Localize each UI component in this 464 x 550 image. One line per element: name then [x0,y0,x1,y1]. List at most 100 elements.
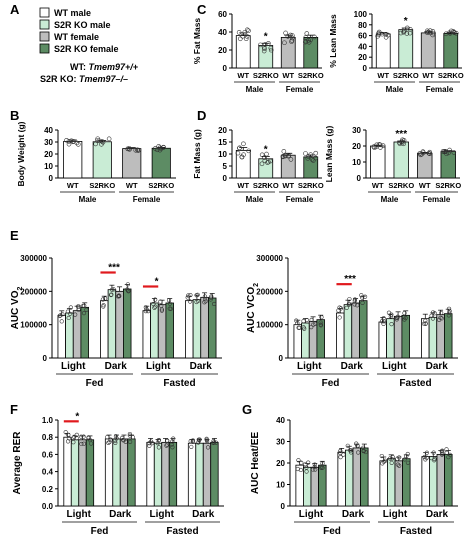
chart-panel-d2: 0 10 20 30 Lean Mass (g) WT *** S2RKO WT S2RKO Mal… [324,125,461,204]
bar [127,438,136,507]
panel-letter-b: B [10,108,19,123]
data-point [283,30,288,36]
data-point [108,437,113,442]
bar [235,149,251,179]
genotype-ko: S2R KO: Tmem97–/– [40,74,128,84]
y-tick-label: 30 [44,138,53,147]
data-point [439,310,444,316]
data-point [388,314,393,319]
data-point [113,440,118,445]
x-tick-label: WT [377,71,389,80]
data-point [101,303,106,308]
bar [142,310,151,359]
data-point [268,47,274,53]
data-point [318,323,324,328]
data-point [76,307,81,312]
data-point [439,316,444,321]
data-point [282,40,287,46]
data-point [398,30,404,36]
data-point [404,31,410,36]
data-point [169,442,174,447]
x-tick-label: S2RKO [435,181,461,190]
data-point [196,437,201,442]
data-point [337,315,342,320]
data-point [262,42,268,47]
bar [393,141,409,179]
y-tick-label: 30 [276,438,285,447]
data-point [429,313,434,318]
x-tick-label: Light [299,509,324,520]
data-point [167,301,173,306]
data-point [373,144,379,150]
y-tick-label: 40 [218,28,227,37]
data-point [309,317,314,323]
data-point [164,443,169,448]
data-point [379,31,385,37]
data-point [69,138,74,144]
data-point [311,322,316,327]
bar [153,442,163,507]
data-point [405,451,410,457]
group-label: Fed [323,526,341,537]
data-point [188,292,193,298]
group-label: Fasted [166,526,198,537]
data-point [268,45,274,51]
data-point [190,438,196,443]
bar [72,310,82,359]
data-point [211,301,217,307]
data-point [152,146,158,151]
data-point [360,300,365,305]
data-point [190,439,195,444]
data-point [240,33,245,39]
bar [187,442,197,507]
data-point [66,139,72,144]
bar [316,319,325,359]
data-point [312,462,317,467]
y-tick-label: 300000 [256,254,283,263]
bar [402,458,411,507]
y-tick-label: 100 [354,10,368,19]
y-axis-label: Average RER [12,431,23,495]
data-point [289,38,295,43]
group-label: Female [426,85,454,94]
bar [63,140,83,179]
data-point [338,306,344,311]
data-point [153,297,158,302]
legend-swatch-wt-female [39,31,50,42]
data-point [67,311,73,316]
bar [443,33,459,69]
data-point [147,443,152,448]
group-label: Female [423,195,451,204]
data-point [427,28,433,34]
data-point [111,287,116,292]
data-point [108,292,114,298]
data-point [301,319,306,324]
data-point [313,467,318,472]
bar [393,315,403,359]
data-point [127,433,132,438]
data-point [82,303,87,308]
data-point [389,322,394,327]
bar [165,302,174,359]
significance-star: * [264,31,268,42]
bar [168,441,178,507]
group-label: Male [381,195,399,204]
data-point [402,310,407,316]
data-point [261,48,267,54]
data-point [170,445,175,450]
data-point [428,30,433,36]
bar [185,300,194,359]
data-point [288,157,294,162]
data-point [81,434,86,439]
data-point [446,313,451,318]
data-point [441,149,447,155]
bar [92,141,112,179]
y-tick-label: 0 [43,354,48,363]
data-point [202,297,208,302]
data-point [405,25,410,31]
data-point [63,430,68,435]
bar [358,300,368,359]
data-point [338,455,343,460]
data-point [266,41,271,46]
x-tick-label: Dark [109,509,132,520]
